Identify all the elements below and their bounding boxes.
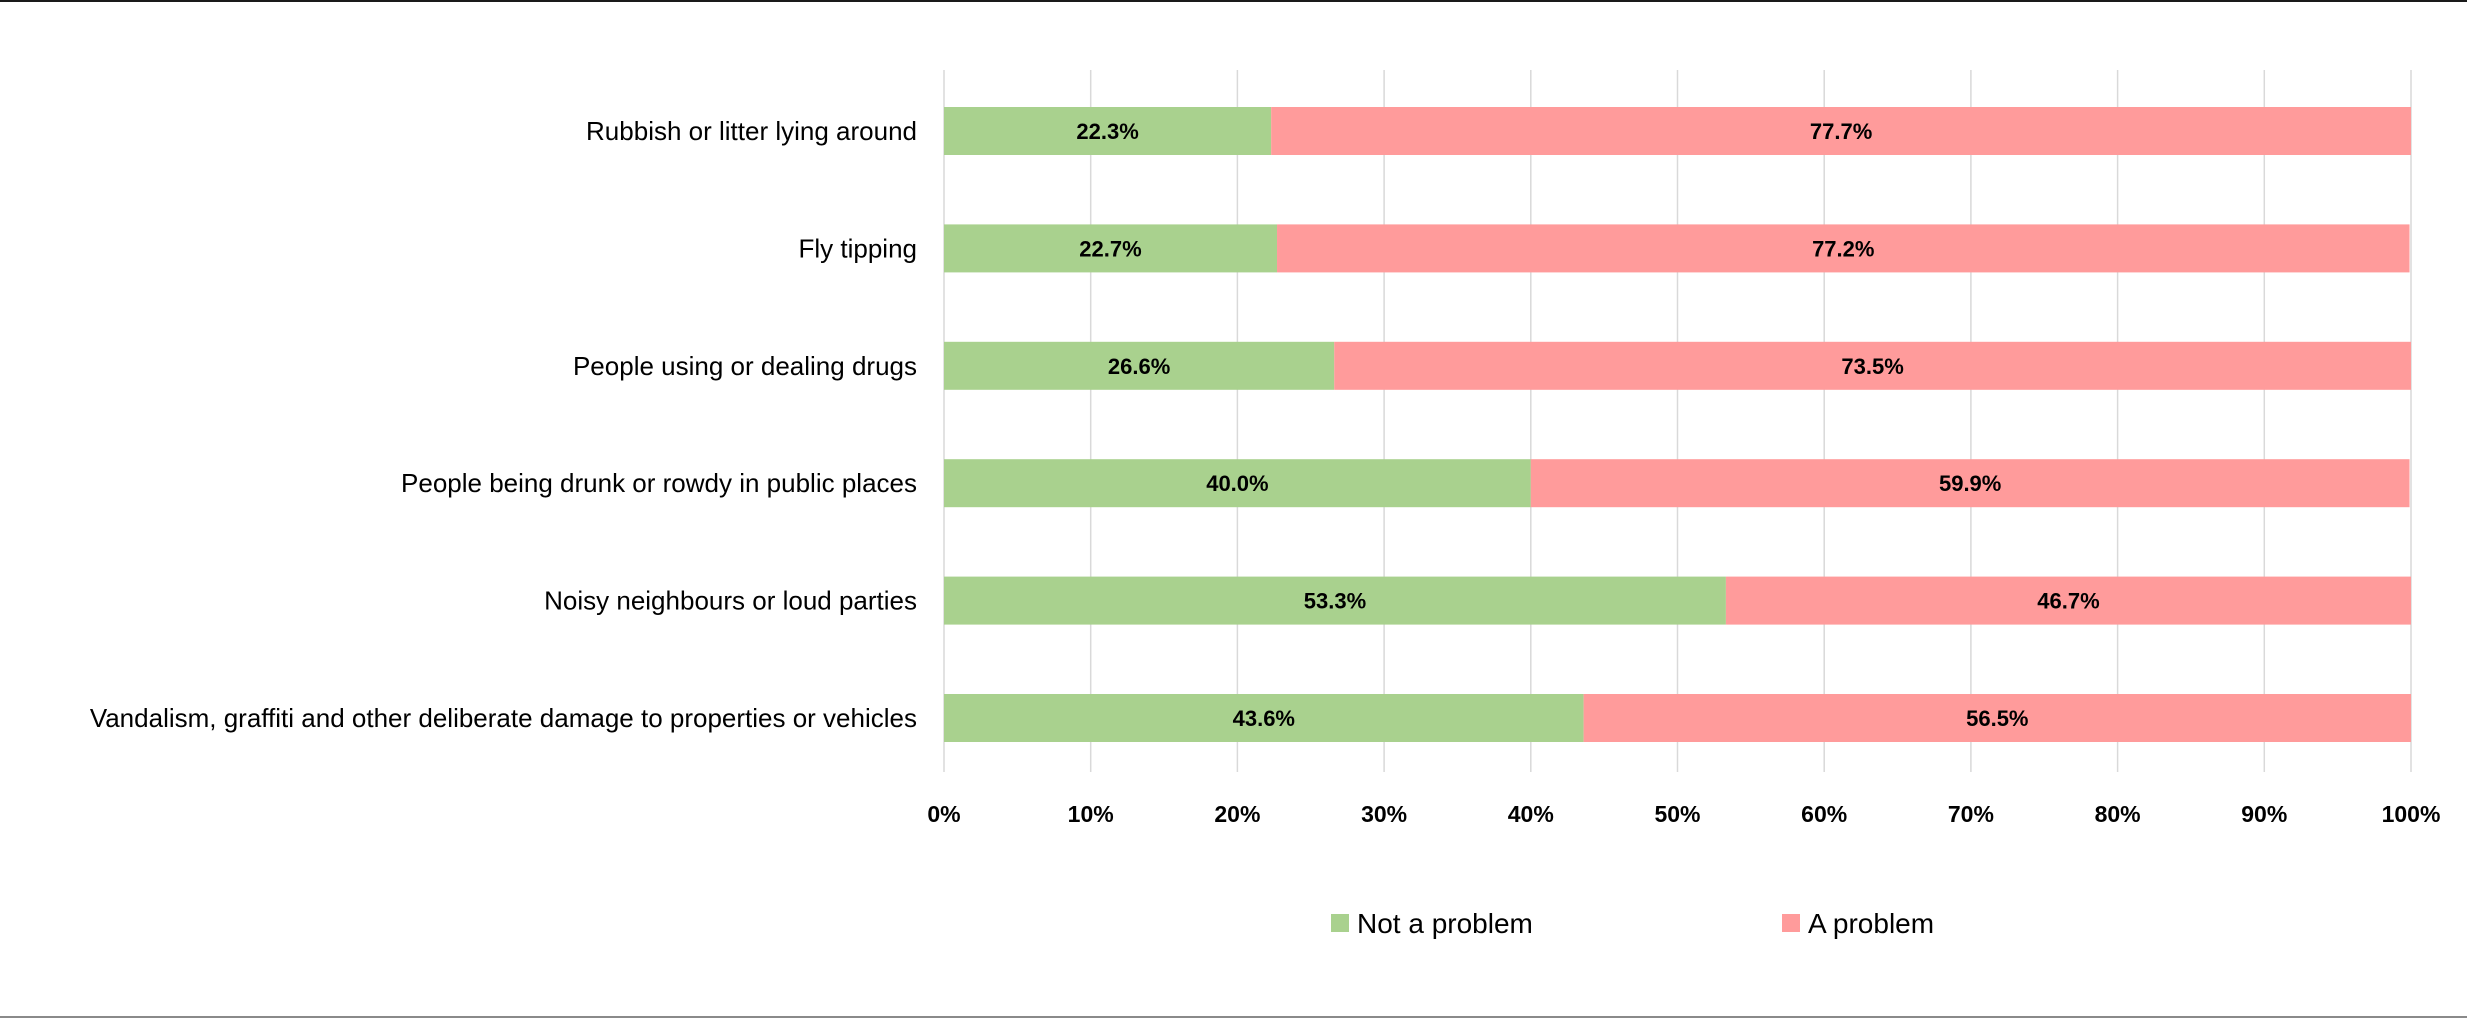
data-label: 40.0% (1206, 471, 1268, 496)
data-label: 53.3% (1304, 589, 1366, 614)
data-label: 46.7% (2037, 589, 2099, 614)
category-labels: Rubbish or litter lying around Fly tippin… (90, 116, 917, 733)
category-label: People being drunk or rowdy in public pl… (401, 468, 917, 498)
bar-segment (944, 224, 1278, 273)
data-label: 59.9% (1939, 471, 2001, 496)
bar-segment (944, 576, 1726, 625)
category-label: People using or dealing drugs (573, 351, 917, 381)
category-label: Fly tipping (799, 233, 918, 263)
x-tick-label: 90% (2241, 801, 2287, 827)
bars: 22.3% 77.7% 22.7% 77.2% 26.6% 73.5% 40.0% 59.9%… (944, 107, 2411, 742)
category-label: Vandalism, graffiti and other deliberate… (90, 703, 917, 733)
category-label: Noisy neighbours or loud parties (544, 586, 917, 616)
x-axis-ticks: 0% 10% 20% 30% 40% 50% 60% 70% 80% 90% 100% (927, 801, 2440, 827)
bar-segment (944, 459, 1531, 508)
bar-segment (1583, 694, 2411, 742)
x-tick-label: 10% (1068, 801, 1114, 827)
data-label: 43.6% (1233, 706, 1295, 731)
legend-label: Not a problem (1357, 908, 1533, 939)
x-tick-label: 20% (1214, 801, 1260, 827)
data-label: 22.7% (1079, 236, 1141, 261)
x-tick-label: 70% (1948, 801, 1994, 827)
x-tick-label: 100% (2382, 801, 2441, 827)
data-label: 56.5% (1966, 706, 2028, 731)
x-tick-label: 60% (1801, 801, 1847, 827)
x-tick-label: 80% (2095, 801, 2141, 827)
category-label: Rubbish or litter lying around (586, 116, 917, 146)
x-tick-label: 0% (927, 801, 960, 827)
bar-segment (944, 694, 1584, 742)
data-label: 26.6% (1108, 354, 1170, 379)
data-label: 77.7% (1810, 119, 1872, 144)
bar-segment (1334, 341, 2411, 390)
bar-segment (1725, 576, 2411, 625)
x-tick-label: 40% (1508, 801, 1554, 827)
legend: Not a problem A problem (1331, 908, 1934, 939)
legend-swatch (1782, 914, 1800, 932)
data-label: 73.5% (1841, 354, 1903, 379)
x-tick-label: 50% (1654, 801, 1700, 827)
data-label: 22.3% (1076, 119, 1138, 144)
bar-segment (944, 341, 1335, 390)
bar-segment (944, 107, 1272, 155)
legend-label: A problem (1808, 908, 1934, 939)
bar-segment (1271, 107, 2411, 155)
legend-swatch (1331, 914, 1349, 932)
bar-segment (1530, 459, 2410, 508)
x-tick-label: 30% (1361, 801, 1407, 827)
data-label: 77.2% (1812, 236, 1874, 261)
gridlines (943, 70, 2412, 772)
bar-segment (1277, 224, 2410, 273)
